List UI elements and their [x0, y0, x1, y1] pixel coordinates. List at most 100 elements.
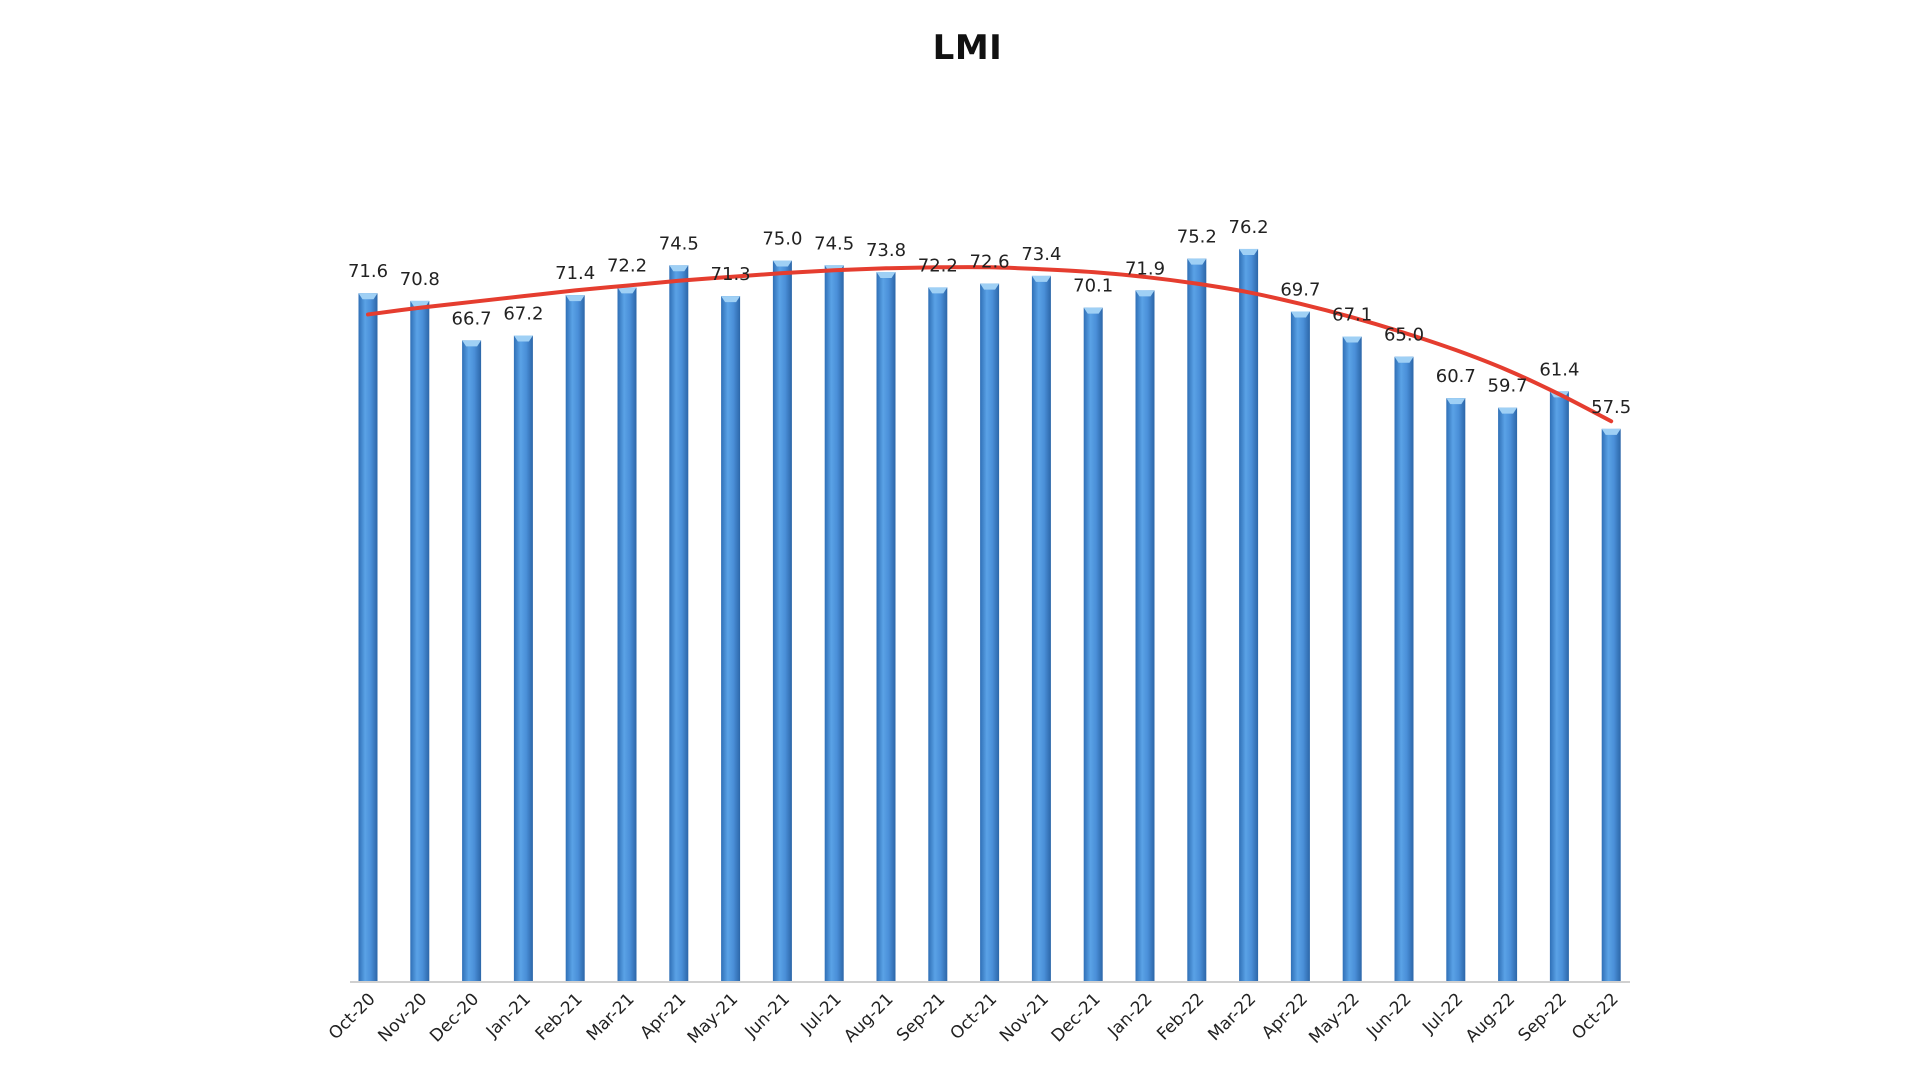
value-labels-layer: 71.6 70.8 66.7 67.2 71.4 72.2 74.5 71.3 75.0 74.5…: [348, 217, 1631, 418]
bars-layer: [358, 248, 1621, 983]
x-tick-label: Jan-21: [482, 989, 535, 1042]
bar-body: [617, 287, 637, 982]
bar-cap: [980, 283, 1000, 290]
bar-jan-21: [513, 335, 533, 982]
value-label: 74.5: [659, 233, 699, 254]
value-label: 65.0: [1384, 325, 1424, 346]
bar-jul-22: [1446, 398, 1466, 982]
value-label: 69.7: [1280, 279, 1320, 300]
bar-cap: [462, 340, 482, 347]
bar-cap: [565, 295, 585, 302]
x-tick-label: Feb-22: [1153, 989, 1208, 1044]
bar-cap: [1083, 307, 1103, 314]
bar-dec-20: [462, 340, 482, 982]
bar-cap: [1031, 275, 1051, 282]
value-label: 75.0: [762, 229, 802, 250]
bar-may-22: [1342, 336, 1362, 982]
bar-aug-21: [876, 272, 896, 982]
bar-body: [1239, 248, 1259, 982]
bar-jul-21: [824, 265, 844, 982]
bar-cap: [928, 287, 948, 294]
bar-body: [1394, 356, 1414, 982]
x-tick-label: May-22: [1305, 989, 1363, 1047]
x-tick-label: Apr-21: [637, 989, 691, 1043]
chart-title: LMI: [932, 28, 1003, 68]
value-label: 59.7: [1488, 376, 1528, 397]
bar-dec-21: [1083, 307, 1103, 982]
value-label: 76.2: [1229, 217, 1269, 238]
bar-body: [1549, 391, 1569, 982]
bar-cap: [1135, 290, 1155, 297]
value-label: 60.7: [1436, 366, 1476, 387]
value-label: 61.4: [1539, 359, 1579, 380]
bar-body: [1446, 398, 1466, 982]
x-tick-label: Dec-20: [426, 989, 483, 1046]
bar-oct-21: [980, 283, 1000, 982]
bar-body: [772, 260, 792, 982]
bar-may-21: [721, 296, 741, 982]
bar-aug-22: [1498, 407, 1518, 982]
value-label: 57.5: [1591, 397, 1631, 418]
bar-apr-22: [1290, 311, 1310, 983]
bar-cap: [1239, 248, 1259, 255]
bar-cap: [1394, 356, 1414, 363]
bar-cap: [1498, 407, 1518, 414]
bar-nov-20: [410, 300, 430, 982]
bar-cap: [513, 335, 533, 342]
bar-body: [824, 265, 844, 982]
trendline-layer: [366, 265, 1614, 424]
x-tick-label: Jul-21: [797, 989, 846, 1038]
bar-body: [358, 293, 378, 982]
bar-cap: [1290, 311, 1310, 318]
bar-body: [928, 287, 948, 982]
x-tick-label: Mar-21: [583, 989, 639, 1045]
x-tick-label: Mar-22: [1204, 989, 1260, 1045]
x-tick-label: Apr-22: [1258, 989, 1312, 1043]
bar-cap: [772, 260, 792, 267]
value-label: 71.3: [711, 264, 751, 285]
value-label: 71.6: [348, 261, 388, 282]
bar-body: [669, 265, 689, 982]
bar-feb-21: [565, 295, 585, 983]
x-tick-label: Oct-21: [947, 989, 1002, 1044]
bar-body: [1031, 275, 1051, 983]
bar-mar-22: [1239, 248, 1259, 982]
value-label: 70.8: [400, 269, 440, 290]
bar-body: [1187, 258, 1207, 982]
bar-body: [410, 300, 430, 982]
x-tick-label: Jun-22: [1362, 989, 1415, 1042]
bar-jan-22: [1135, 290, 1155, 982]
bar-cap: [669, 265, 689, 272]
value-label: 66.7: [452, 308, 492, 329]
x-tick-label: May-21: [684, 989, 742, 1047]
bar-body: [876, 272, 896, 982]
bar-mar-21: [617, 287, 637, 982]
bar-body: [1083, 307, 1103, 982]
value-label: 72.6: [970, 252, 1010, 273]
x-tick-label: Oct-22: [1568, 989, 1623, 1044]
bar-body: [1290, 311, 1310, 983]
value-label: 72.2: [607, 255, 647, 276]
bar-sep-22: [1549, 391, 1569, 982]
value-label: 67.1: [1332, 304, 1372, 325]
value-label: 71.4: [555, 263, 595, 284]
value-label: 70.1: [1073, 276, 1113, 297]
value-label: 73.8: [866, 240, 906, 261]
x-tick-label: Nov-20: [374, 989, 431, 1046]
bar-cap: [876, 272, 896, 279]
x-tick-label: Jul-22: [1418, 989, 1467, 1038]
x-tick-label: Aug-21: [840, 989, 897, 1046]
bar-cap: [1342, 336, 1362, 343]
bar-nov-21: [1031, 275, 1051, 983]
bar-feb-22: [1187, 258, 1207, 982]
x-tick-label: Sep-21: [893, 989, 949, 1045]
value-label: 71.9: [1125, 258, 1165, 279]
x-tick-label: Jun-21: [741, 989, 794, 1042]
bar-cap: [358, 293, 378, 300]
bar-body: [1601, 428, 1621, 983]
bar-body: [1498, 407, 1518, 982]
x-tick-label: Feb-21: [532, 989, 587, 1044]
x-tick-label: Jan-22: [1104, 989, 1157, 1042]
bar-cap: [617, 287, 637, 294]
